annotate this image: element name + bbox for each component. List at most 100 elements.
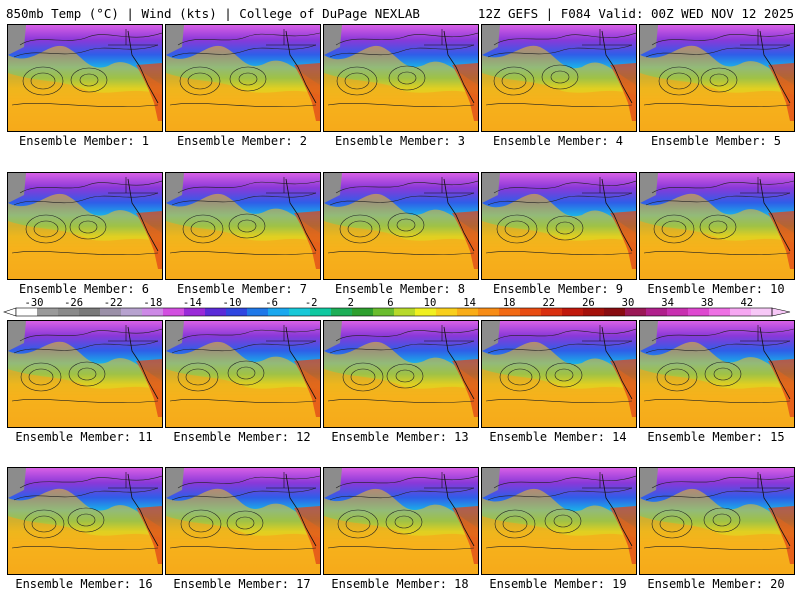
ensemble-member-label: Ensemble Member: 12 (173, 430, 311, 444)
colorbar-segment (625, 308, 647, 316)
colorbar-segment (226, 308, 248, 316)
ensemble-map-panel (481, 24, 637, 132)
ensemble-map-panel (165, 172, 321, 280)
ensemble-map-panel (323, 172, 479, 280)
colorbar-tick-label: 26 (582, 297, 595, 309)
ensemble-map-panel (165, 320, 321, 428)
colorbar-tick-label: 6 (387, 297, 393, 309)
ensemble-member-label: Ensemble Member: 2 (176, 134, 308, 148)
ensemble-map-panel (165, 24, 321, 132)
ensemble-map-panel (481, 467, 637, 575)
colorbar-segment (499, 308, 521, 316)
ensemble-map-panel (323, 467, 479, 575)
colorbar-high-arrow (771, 307, 791, 317)
ensemble-map-panel (639, 320, 795, 428)
colorbar-segment (520, 308, 542, 316)
colorbar-tick-label: 30 (622, 297, 635, 309)
temperature-colorbar: -30 -26 -22 -18 -14 -10 -6 -2 2 6 10 14 18 22 26 30 34 38… (3, 297, 791, 317)
colorbar-low-arrow (3, 307, 17, 317)
ensemble-member-label: Ensemble Member: 7 (176, 282, 308, 296)
colorbar-segment (583, 308, 605, 316)
colorbar-segment (646, 308, 668, 316)
ensemble-map-panel (323, 24, 479, 132)
colorbar-segment (751, 308, 773, 316)
colorbar-outline (15, 307, 773, 317)
ensemble-member-label: Ensemble Member: 10 (647, 282, 785, 296)
colorbar-segment (352, 308, 374, 316)
colorbar-segment (541, 308, 563, 316)
ensemble-map-panel (639, 467, 795, 575)
colorbar-tick-label: -10 (223, 297, 242, 309)
colorbar-tick-label: -2 (305, 297, 318, 309)
ensemble-member-label: Ensemble Member: 8 (334, 282, 466, 296)
colorbar-segment (730, 308, 752, 316)
colorbar-segment (604, 308, 626, 316)
colorbar-tick-label: -14 (183, 297, 202, 309)
ensemble-member-label: Ensemble Member: 19 (489, 577, 627, 591)
colorbar-segment (688, 308, 710, 316)
colorbar-segment (142, 308, 164, 316)
colorbar-segment (478, 308, 500, 316)
ensemble-map-panel (639, 24, 795, 132)
colorbar-tick-label: 22 (542, 297, 555, 309)
colorbar-segment (184, 308, 206, 316)
colorbar-segment (289, 308, 311, 316)
ensemble-member-label: Ensemble Member: 20 (647, 577, 785, 591)
colorbar-tick-label: -26 (64, 297, 83, 309)
ensemble-member-label: Ensemble Member: 1 (18, 134, 150, 148)
colorbar-segment (394, 308, 416, 316)
colorbar-tick-label: 14 (463, 297, 476, 309)
colorbar-segment (562, 308, 584, 316)
colorbar-segment (205, 308, 227, 316)
ensemble-member-label: Ensemble Member: 16 (15, 577, 153, 591)
ensemble-member-label: Ensemble Member: 4 (492, 134, 624, 148)
colorbar-segment (310, 308, 332, 316)
ensemble-member-label: Ensemble Member: 14 (489, 430, 627, 444)
colorbar-segment (667, 308, 689, 316)
ensemble-map-panel (481, 320, 637, 428)
ensemble-map-panel (165, 467, 321, 575)
colorbar-segment (79, 308, 101, 316)
colorbar-segment (436, 308, 458, 316)
colorbar-tick-label: 34 (661, 297, 674, 309)
colorbar-segment (415, 308, 437, 316)
colorbar-segment (373, 308, 395, 316)
colorbar-tick-label: 42 (740, 297, 753, 309)
colorbar-tick-label: -22 (104, 297, 123, 309)
ensemble-member-label: Ensemble Member: 3 (334, 134, 466, 148)
ensemble-member-label: Ensemble Member: 11 (15, 430, 153, 444)
ensemble-map-panel (7, 172, 163, 280)
model-run-info: 12Z GEFS | F084 Valid: 00Z WED NOV 12 20… (477, 6, 794, 21)
ensemble-map-panel (639, 172, 795, 280)
colorbar-segment (709, 308, 731, 316)
colorbar-segment (58, 308, 80, 316)
colorbar-segment (121, 308, 143, 316)
ensemble-member-label: Ensemble Member: 15 (647, 430, 785, 444)
ensemble-map-panel (481, 172, 637, 280)
colorbar-tick-label: 38 (701, 297, 714, 309)
ensemble-member-label: Ensemble Member: 13 (331, 430, 469, 444)
colorbar-segment (268, 308, 290, 316)
colorbar-segment (331, 308, 353, 316)
ensemble-member-label: Ensemble Member: 5 (650, 134, 782, 148)
chart-title: 850mb Temp (°C) | Wind (kts) | College o… (6, 6, 420, 21)
colorbar-segment (100, 308, 122, 316)
ensemble-member-label: Ensemble Member: 18 (331, 577, 469, 591)
ensemble-map-panel (7, 320, 163, 428)
colorbar-tick-label: 10 (424, 297, 437, 309)
colorbar-tick-label: -30 (25, 297, 44, 309)
ensemble-map-panel (323, 320, 479, 428)
colorbar-segment (37, 308, 59, 316)
colorbar-segment (247, 308, 269, 316)
ensemble-member-label: Ensemble Member: 6 (18, 282, 150, 296)
ensemble-member-label: Ensemble Member: 9 (492, 282, 624, 296)
colorbar-segment (16, 308, 38, 316)
colorbar-tick-label: -6 (265, 297, 278, 309)
colorbar-segment (457, 308, 479, 316)
ensemble-map-panel (7, 467, 163, 575)
colorbar-tick-label: -18 (143, 297, 162, 309)
ensemble-map-panel (7, 24, 163, 132)
ensemble-member-label: Ensemble Member: 17 (173, 577, 311, 591)
colorbar-tick-label: 2 (348, 297, 354, 309)
colorbar-segment (163, 308, 185, 316)
